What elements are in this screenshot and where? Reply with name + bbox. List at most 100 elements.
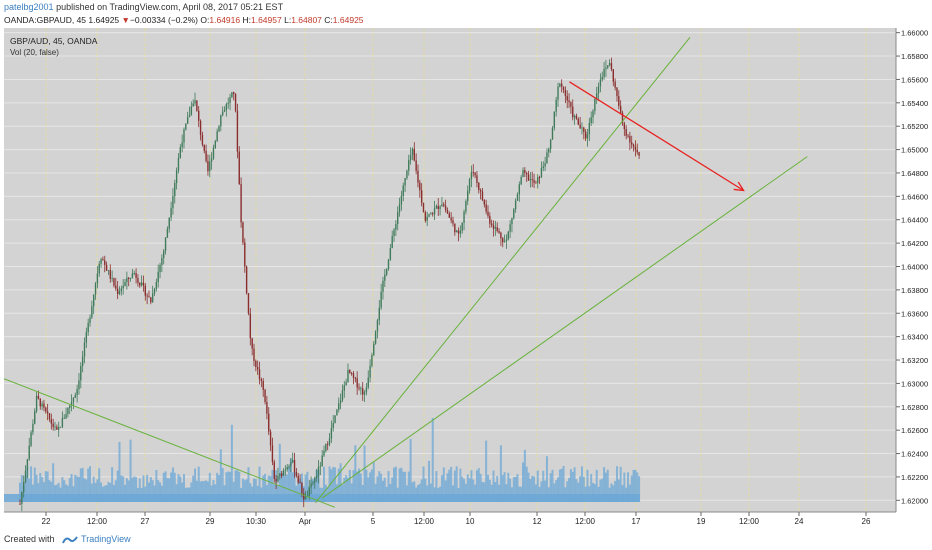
candle-body [48,413,51,420]
candle-body [439,206,441,209]
candle-body [408,160,410,171]
author-link[interactable]: patelbg2001 [4,2,54,12]
time-axis[interactable]: 22 12:00 27 29 10:30 Apr 5 12:00 10 12 12:00 17 19 12… [0,511,932,530]
candle-body [564,89,567,96]
candle-body [461,222,463,231]
volume-bar [44,471,47,502]
candle-body [588,122,591,135]
y-tick-label: 1.64000 [901,262,928,271]
candle-body [104,260,106,265]
volume-bar [85,479,88,502]
candle-body [597,86,600,94]
candle-body [122,285,124,289]
candle-body [30,432,32,446]
volume-bar [334,467,337,502]
candle-body [533,179,535,183]
volume-bar [166,478,169,502]
volume-bar [37,483,40,502]
volume-bar [138,478,141,502]
candle-body [129,278,132,279]
volume-bar [595,469,598,502]
volume-bar [164,471,167,502]
volume-bar [337,468,340,502]
volume-bar [463,478,466,502]
volume-bar [363,445,366,502]
candle-body [485,204,487,212]
volume-bar [586,469,589,502]
volume-bar [229,472,232,502]
candle-body [601,76,603,80]
candle-body [549,139,552,149]
volume-bar [553,483,556,502]
candle-body [107,270,110,272]
volume-bar [159,482,162,502]
y-tick-label: 1.64200 [901,239,928,248]
candle-body [524,170,526,173]
projection-arrow[interactable] [569,81,745,192]
volume-bar [48,480,51,502]
candle-body [93,294,95,307]
candle-body [245,266,248,294]
volume-bar [155,470,158,502]
candle-body [393,229,395,237]
candle-body [625,129,627,136]
candle-body [465,201,467,212]
candle-body [223,110,226,112]
candle-body [126,277,128,283]
candle-body [325,444,327,451]
volume-bar [50,481,53,502]
candle-body [61,418,64,427]
volume-bar [225,472,228,502]
volume-bar [77,477,80,502]
candle-body [338,403,340,410]
volume-bar [234,470,237,502]
volume-bar [109,482,112,502]
volume-bar [98,468,101,502]
candle-body [192,103,194,107]
candle-body [360,388,362,390]
tradingview-brand-link[interactable]: TradingView [81,534,131,544]
candle-body [548,148,550,153]
y-tick-label: 1.62000 [901,496,928,505]
arrow-shaft [569,81,744,192]
volume-bar [614,480,617,502]
candle-body [424,212,427,221]
low-value: 1.64807 [291,15,322,25]
candle-body [350,373,353,374]
x-tick-label: 29 [206,517,215,526]
volume-bar [501,475,504,502]
candle-body [487,211,489,216]
x-tick-label: 27 [141,517,150,526]
volume-bar [400,467,403,502]
candle-body [481,191,484,201]
candle-body [153,288,156,294]
volume-bar [370,469,373,502]
price-axis[interactable]: 1.66000 1.65800 1.65600 1.65400 1.65200 1.650… [895,28,932,512]
volume-bar [367,477,370,502]
volume-bar [601,478,604,502]
volume-bar [391,477,394,502]
candle-body [455,230,458,233]
y-tick-label: 1.65800 [901,52,928,61]
volume-bar [350,483,353,502]
volume-bar [276,485,279,502]
volume-bar [304,474,307,502]
candle-body [507,231,509,240]
volume-bar [404,471,407,502]
candle-body [295,472,298,476]
volume-bar [592,482,595,502]
candle-body [291,460,294,463]
trendlines[interactable] [3,37,808,508]
candle-body [496,227,498,231]
candle-body [419,182,421,191]
volume-bar [90,483,93,502]
volume-bar [280,474,283,502]
candle-body [146,295,148,297]
volume-bar [330,469,333,502]
plot-area[interactable] [4,28,896,512]
candle-body [529,179,532,181]
candle-body [308,487,310,497]
price-chart[interactable]: GBP/AUD, 45, OANDA Vol (20, false) 1.660… [0,0,932,530]
candle-body [22,481,25,493]
volume-bar [573,467,576,502]
